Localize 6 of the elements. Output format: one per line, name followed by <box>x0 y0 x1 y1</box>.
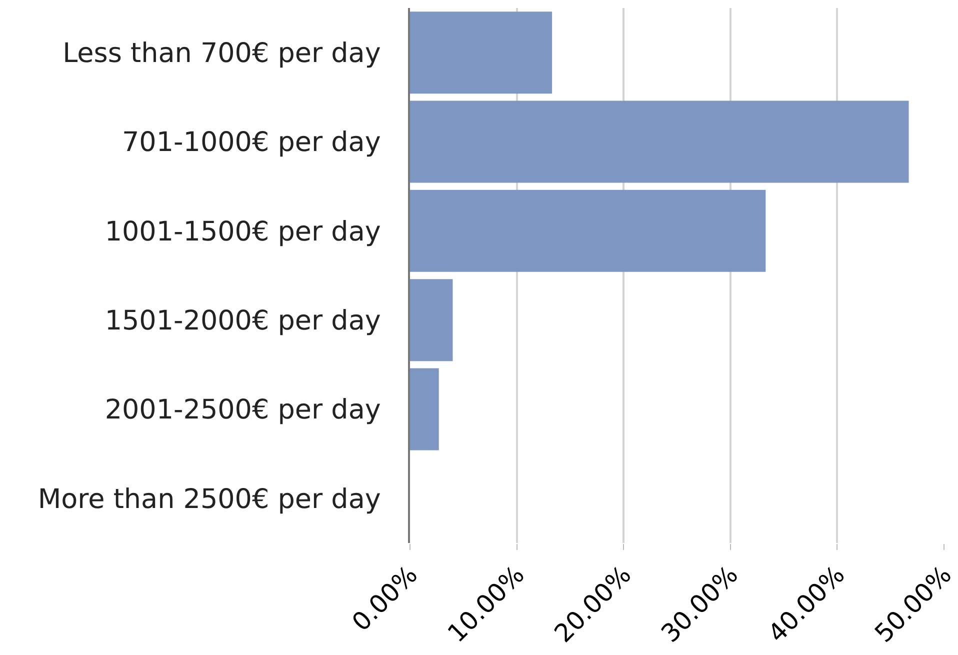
y-tick-label: 1001-1500€ per day <box>104 216 381 248</box>
y-tick-label: 2001-2500€ per day <box>104 394 381 426</box>
y-tick-label: 701-1000€ per day <box>122 127 381 158</box>
y-tick-label: Less than 700€ per day <box>62 38 381 70</box>
y-tick-label: More than 2500€ per day <box>38 484 381 515</box>
y-tick-label: 1501-2000€ per day <box>104 306 381 337</box>
